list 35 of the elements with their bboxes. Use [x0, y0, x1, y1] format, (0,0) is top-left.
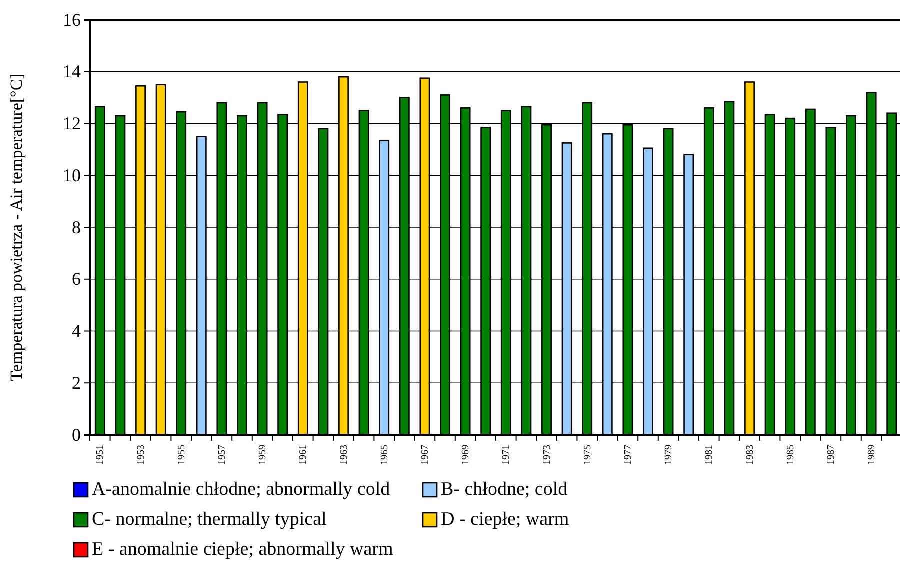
x-tick-label: 1951: [95, 445, 106, 465]
y-tick-label: 4: [72, 321, 81, 342]
y-tick-label: 14: [63, 62, 81, 82]
x-tick-label: 1953: [136, 445, 147, 465]
x-tick-label: 1961: [298, 445, 310, 465]
x-tick-label: 1971: [501, 445, 512, 465]
x-tick-label: 1977: [622, 445, 634, 465]
x-tick-label: 1957: [216, 445, 228, 465]
x-tick-label: 1975: [582, 445, 594, 465]
y-tick-label: 8: [72, 217, 81, 238]
x-tick-label: 1983: [744, 445, 756, 465]
x-tick-label: 1955: [176, 445, 188, 465]
x-tick-label: 1989: [866, 445, 878, 465]
legend-label: C- normalne; thermally typical: [92, 509, 327, 530]
x-tick-label: 1987: [826, 445, 837, 465]
x-tick-label: 1979: [664, 445, 675, 465]
x-tick-label: 1967: [420, 445, 431, 465]
y-tick-label: 12: [63, 114, 81, 134]
x-tick-label: 1963: [338, 445, 350, 465]
y-tick-label: 2: [72, 372, 81, 393]
legend-label: D - ciepłe; warm: [441, 509, 570, 530]
legend-label: B- chłodne; cold: [441, 479, 568, 500]
x-tick-label: 1965: [379, 445, 390, 465]
x-tick-label: 1973: [542, 445, 553, 465]
x-tick-label: 1959: [258, 445, 269, 465]
y-tick-label: 0: [72, 424, 81, 445]
legend-label: E - anomalnie ciepłe; abnormally warm: [92, 539, 394, 560]
y-axis-title: Temperatura powietrza - Air temperature[°C]: [7, 74, 26, 382]
x-tick-label: 1969: [460, 445, 472, 465]
y-tick-label: 10: [63, 165, 81, 186]
y-tick-label: 6: [72, 269, 81, 290]
legend-label: A-anomalnie chłodne; abnormally cold: [92, 479, 391, 500]
y-tick-label: 16: [63, 10, 81, 30]
x-tick-label: 1985: [785, 445, 796, 465]
x-tick-label: 1981: [704, 445, 716, 465]
